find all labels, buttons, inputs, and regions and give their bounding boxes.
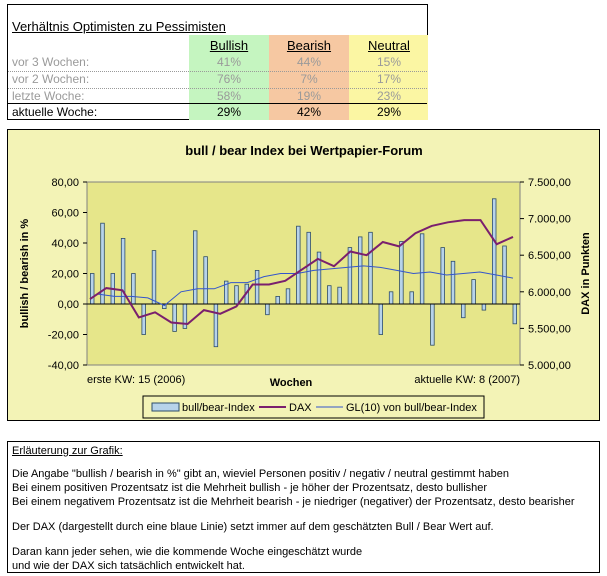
bull-bear-chart: bull / bear Index bei Wertpapier-Forum -… — [19, 143, 592, 419]
y2-tick-label: 6.000,00 — [528, 287, 571, 299]
bar — [296, 225, 301, 305]
legend: bull/bear-Index DAX GL(10) von bull/bear… — [142, 395, 485, 419]
bar — [471, 279, 476, 305]
neutral-value: 15% — [376, 55, 402, 69]
bar — [378, 303, 383, 335]
bar — [337, 286, 342, 305]
bar — [254, 269, 260, 305]
y2-tick-label: 5.000,00 — [528, 360, 571, 372]
y2-tick-label: 7.000,00 — [528, 214, 571, 226]
bar — [151, 250, 157, 305]
x-end-label: aktuelle KW: 8 (2007) — [414, 374, 520, 386]
bar — [419, 233, 425, 305]
bar — [430, 303, 435, 346]
explanation-heading: Erläuterung zur Grafik: — [12, 445, 123, 457]
header-neutral: Neutral — [368, 38, 410, 53]
y-tick-label: -20,00 — [48, 330, 79, 342]
y2-tick-label: 7.500,00 — [528, 177, 571, 189]
table-title: Verhältnis Optimisten zu Pessimisten — [12, 19, 226, 34]
y2-tick-label: 6.500,00 — [528, 250, 571, 262]
bar — [481, 303, 487, 311]
explanation-line: Bei einem negativem Prozentsatz ist die … — [12, 496, 575, 508]
bar — [502, 245, 507, 305]
chart-title: bull / bear Index bei Wertpapier-Forum — [185, 143, 422, 158]
y-axis-label: bullish / bearish in % — [19, 219, 31, 329]
y-tick-label: 40,00 — [51, 238, 79, 250]
bar — [450, 260, 456, 305]
explanation-box: Erläuterung zur Grafik: Die Angabe "bull… — [7, 441, 600, 573]
y-tick-label: 60,00 — [51, 208, 79, 220]
bar — [141, 303, 146, 335]
neutral-value: 29% — [376, 105, 402, 119]
legend-swatch-bars — [151, 402, 180, 412]
bullish-value: 58% — [216, 89, 242, 103]
bar — [388, 291, 394, 305]
x-axis-label: Wochen — [270, 377, 313, 389]
table-row: vor 2 Wochen: 76% 7% 17% — [8, 71, 427, 89]
bar — [491, 198, 497, 305]
bar — [306, 231, 311, 305]
y-tick-label: -40,00 — [48, 360, 79, 372]
bar — [192, 230, 198, 305]
bar — [265, 303, 270, 316]
bar — [275, 295, 280, 305]
legend-label-dax: DAX — [289, 402, 312, 414]
dax-line — [89, 219, 514, 326]
bearish-value: 44% — [296, 55, 322, 69]
y2-axis-label: DAX in Punkten — [580, 232, 592, 315]
plot-area — [86, 181, 521, 366]
x-start-label: erste KW: 15 (2006) — [87, 374, 185, 386]
row-label: letzte Woche: — [12, 89, 85, 103]
explanation-line: Der DAX (dargestellt durch eine blaue Li… — [12, 521, 494, 533]
neutral-value: 17% — [376, 72, 402, 86]
bar — [285, 288, 291, 305]
bar — [357, 236, 363, 305]
y2-tick-label: 5.500,00 — [528, 323, 571, 335]
bar — [131, 273, 136, 305]
bearish-value: 42% — [296, 105, 322, 119]
row-label: aktuelle Woche: — [12, 105, 98, 119]
bar — [347, 247, 353, 305]
bar — [409, 291, 414, 305]
header-bullish: Bullish — [209, 38, 249, 53]
bullish-value: 76% — [216, 72, 242, 86]
legend-label-bars: bull/bear-Index — [182, 402, 255, 414]
explanation-line: Die Angabe "bullish / bearish in %" gibt… — [12, 468, 509, 480]
bar — [461, 303, 466, 319]
bar — [234, 285, 239, 305]
bar — [203, 256, 208, 305]
bar — [440, 247, 445, 305]
explanation-line: Bei einem positiven Prozentsatz ist die … — [12, 482, 488, 494]
legend-label-gl: GL(10) von bull/bear-Index — [346, 402, 477, 414]
table-row: vor 3 Wochen: 41% 44% 15% — [8, 54, 427, 72]
bar — [512, 303, 517, 325]
gl10-line — [97, 265, 514, 307]
bar — [172, 303, 177, 332]
chart-container: bull / bear Index bei Wertpapier-Forum -… — [7, 129, 600, 421]
row-label: vor 2 Wochen: — [12, 72, 90, 86]
bar — [213, 303, 219, 348]
bullish-value: 29% — [216, 105, 242, 119]
bearish-value: 19% — [296, 89, 322, 103]
table-row-current: aktuelle Woche: 29% 42% 29% — [8, 103, 427, 121]
bullish-column-bg — [189, 35, 269, 120]
sentiment-table: Verhältnis Optimisten zu Pessimisten Bul… — [7, 4, 428, 120]
explanation-line: und wie der DAX sich tatsächlich entwick… — [12, 560, 245, 572]
y-tick-label: 20,00 — [51, 269, 79, 281]
bearish-column-bg — [269, 35, 349, 120]
bar — [399, 241, 404, 305]
bar — [368, 231, 373, 305]
header-bearish: Bearish — [286, 38, 332, 53]
bearish-value: 7% — [300, 72, 318, 86]
bullish-value: 41% — [216, 55, 242, 69]
explanation-line: Daran kann jeder sehen, wie die kommende… — [12, 546, 363, 558]
row-label: vor 3 Wochen: — [12, 55, 90, 69]
bar — [327, 285, 332, 305]
neutral-value: 23% — [376, 89, 402, 103]
table-row: letzte Woche: 58% 19% 23% — [8, 88, 427, 105]
y-tick-label: 80,00 — [51, 177, 79, 189]
y-tick-label: 0,00 — [58, 299, 79, 311]
neutral-column-bg — [349, 35, 428, 120]
